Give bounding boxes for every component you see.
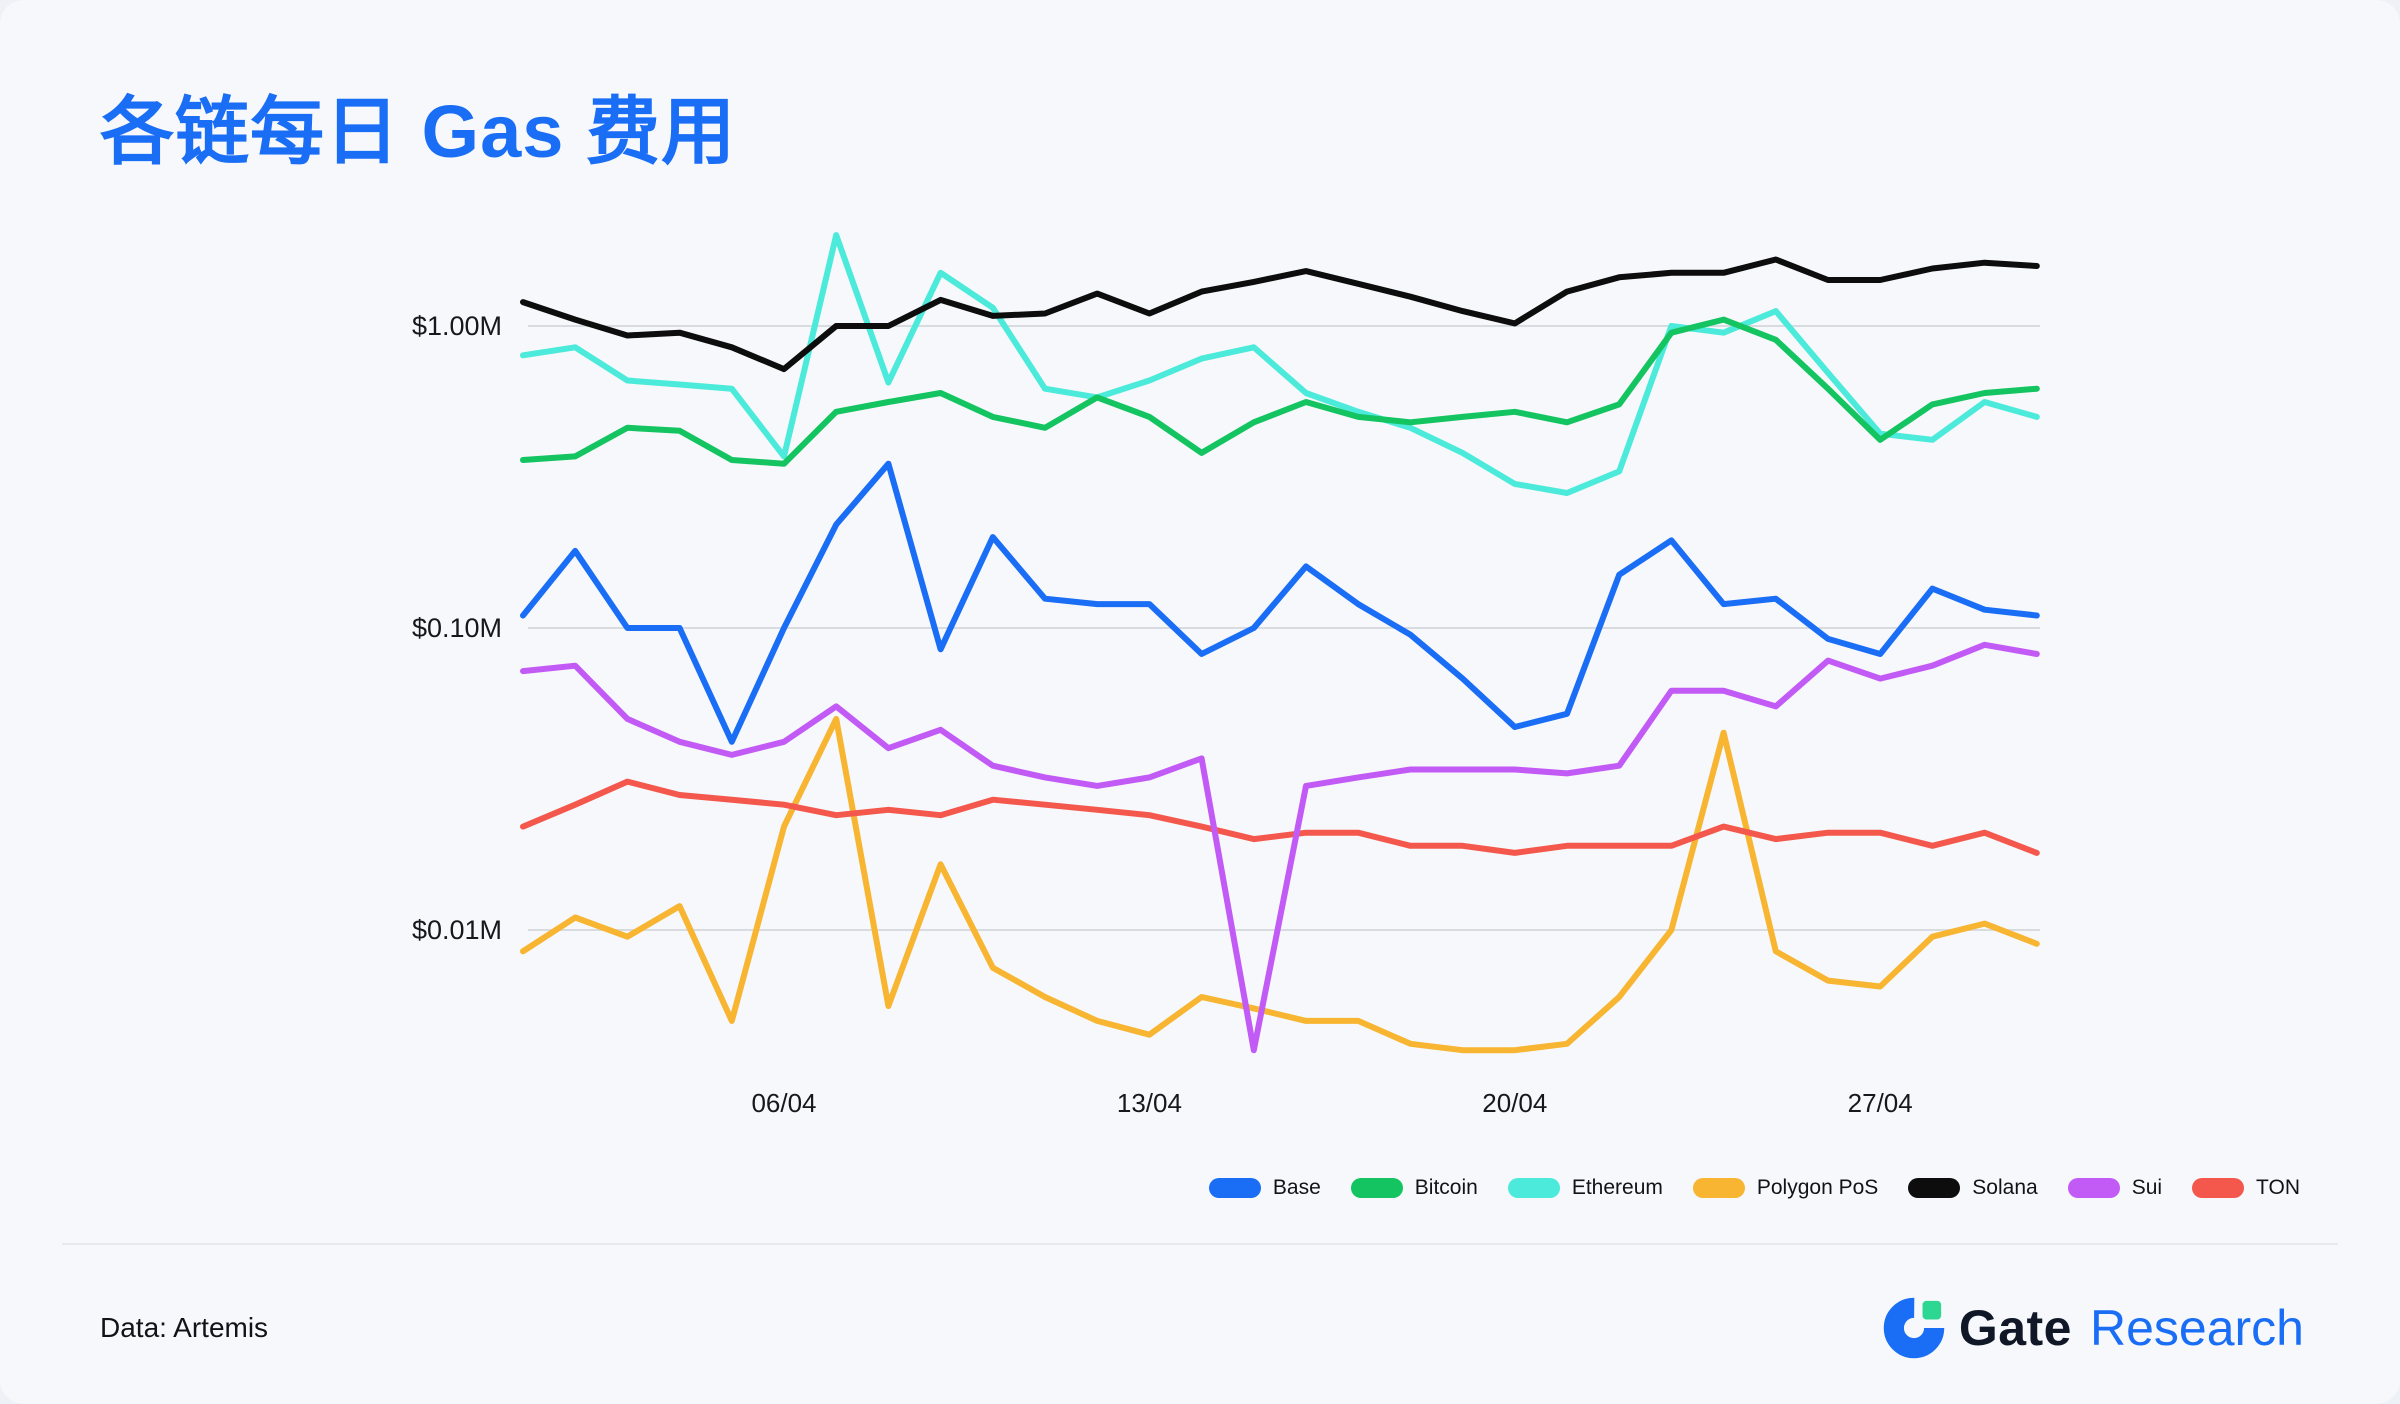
y-axis-tick-label: $1.00M <box>412 311 502 341</box>
footer: Data: Artemis Gate Research <box>100 1288 2304 1368</box>
series-line-sui <box>520 641 2040 1054</box>
x-axis-tick-label: 20/04 <box>1482 1088 1547 1118</box>
legend-label: Ethereum <box>1571 1176 1663 1199</box>
legend-swatch <box>1208 1178 1261 1198</box>
legend-label: TON <box>2256 1176 2300 1199</box>
legend-swatch <box>1908 1178 1961 1198</box>
legend-item-base: Base <box>1208 1176 1321 1200</box>
legend-item-solana: Solana <box>1908 1176 2038 1200</box>
series-line-polygon-pos <box>520 715 2040 1054</box>
x-axis-tick-label: 06/04 <box>751 1088 816 1118</box>
brand-gate-text: Gate <box>1958 1300 2072 1356</box>
legend-swatch <box>1507 1178 1560 1198</box>
series-line-base <box>520 460 2040 745</box>
series-line-bitcoin <box>520 316 2040 467</box>
legend-label: Sui <box>2131 1176 2163 1199</box>
chart-legend: Base Bitcoin Ethereum Polygon PoS Solana Sui T… <box>1208 1176 2300 1200</box>
series-line-ethereum <box>520 232 2040 496</box>
y-axis-tick-label: $0.10M <box>412 613 502 643</box>
legend-swatch <box>2067 1178 2120 1198</box>
legend-item-bitcoin: Bitcoin <box>1350 1176 1478 1200</box>
chart-title: 各链每日 Gas 费用 <box>100 90 736 173</box>
series-line-ton <box>520 778 2040 856</box>
legend-swatch <box>1350 1178 1403 1198</box>
gate-logo-icon <box>1883 1297 1945 1359</box>
x-axis-tick-label: 27/04 <box>1848 1088 1913 1118</box>
legend-item-sui: Sui <box>2067 1176 2163 1200</box>
data-source-label: Data: Artemis <box>100 1312 269 1343</box>
legend-item-ethereum: Ethereum <box>1507 1176 1663 1200</box>
legend-label: Bitcoin <box>1414 1176 1478 1199</box>
legend-swatch <box>1692 1178 1745 1198</box>
legend-label: Base <box>1272 1176 1321 1199</box>
gate-research-logo: Gate Research <box>1883 1297 2304 1359</box>
legend-item-ton: TON <box>2192 1176 2300 1200</box>
x-axis-tick-label: 13/04 <box>1117 1088 1182 1118</box>
legend-label: Solana <box>1972 1176 2038 1199</box>
legend-item-polygon-pos: Polygon PoS <box>1692 1176 1879 1200</box>
legend-swatch <box>2192 1178 2245 1198</box>
footer-divider <box>62 1243 2338 1245</box>
series-line-solana <box>520 256 2040 373</box>
legend-label: Polygon PoS <box>1756 1176 1879 1199</box>
brand-research-text: Research <box>2090 1300 2304 1356</box>
y-axis-tick-label: $0.01M <box>412 915 502 945</box>
